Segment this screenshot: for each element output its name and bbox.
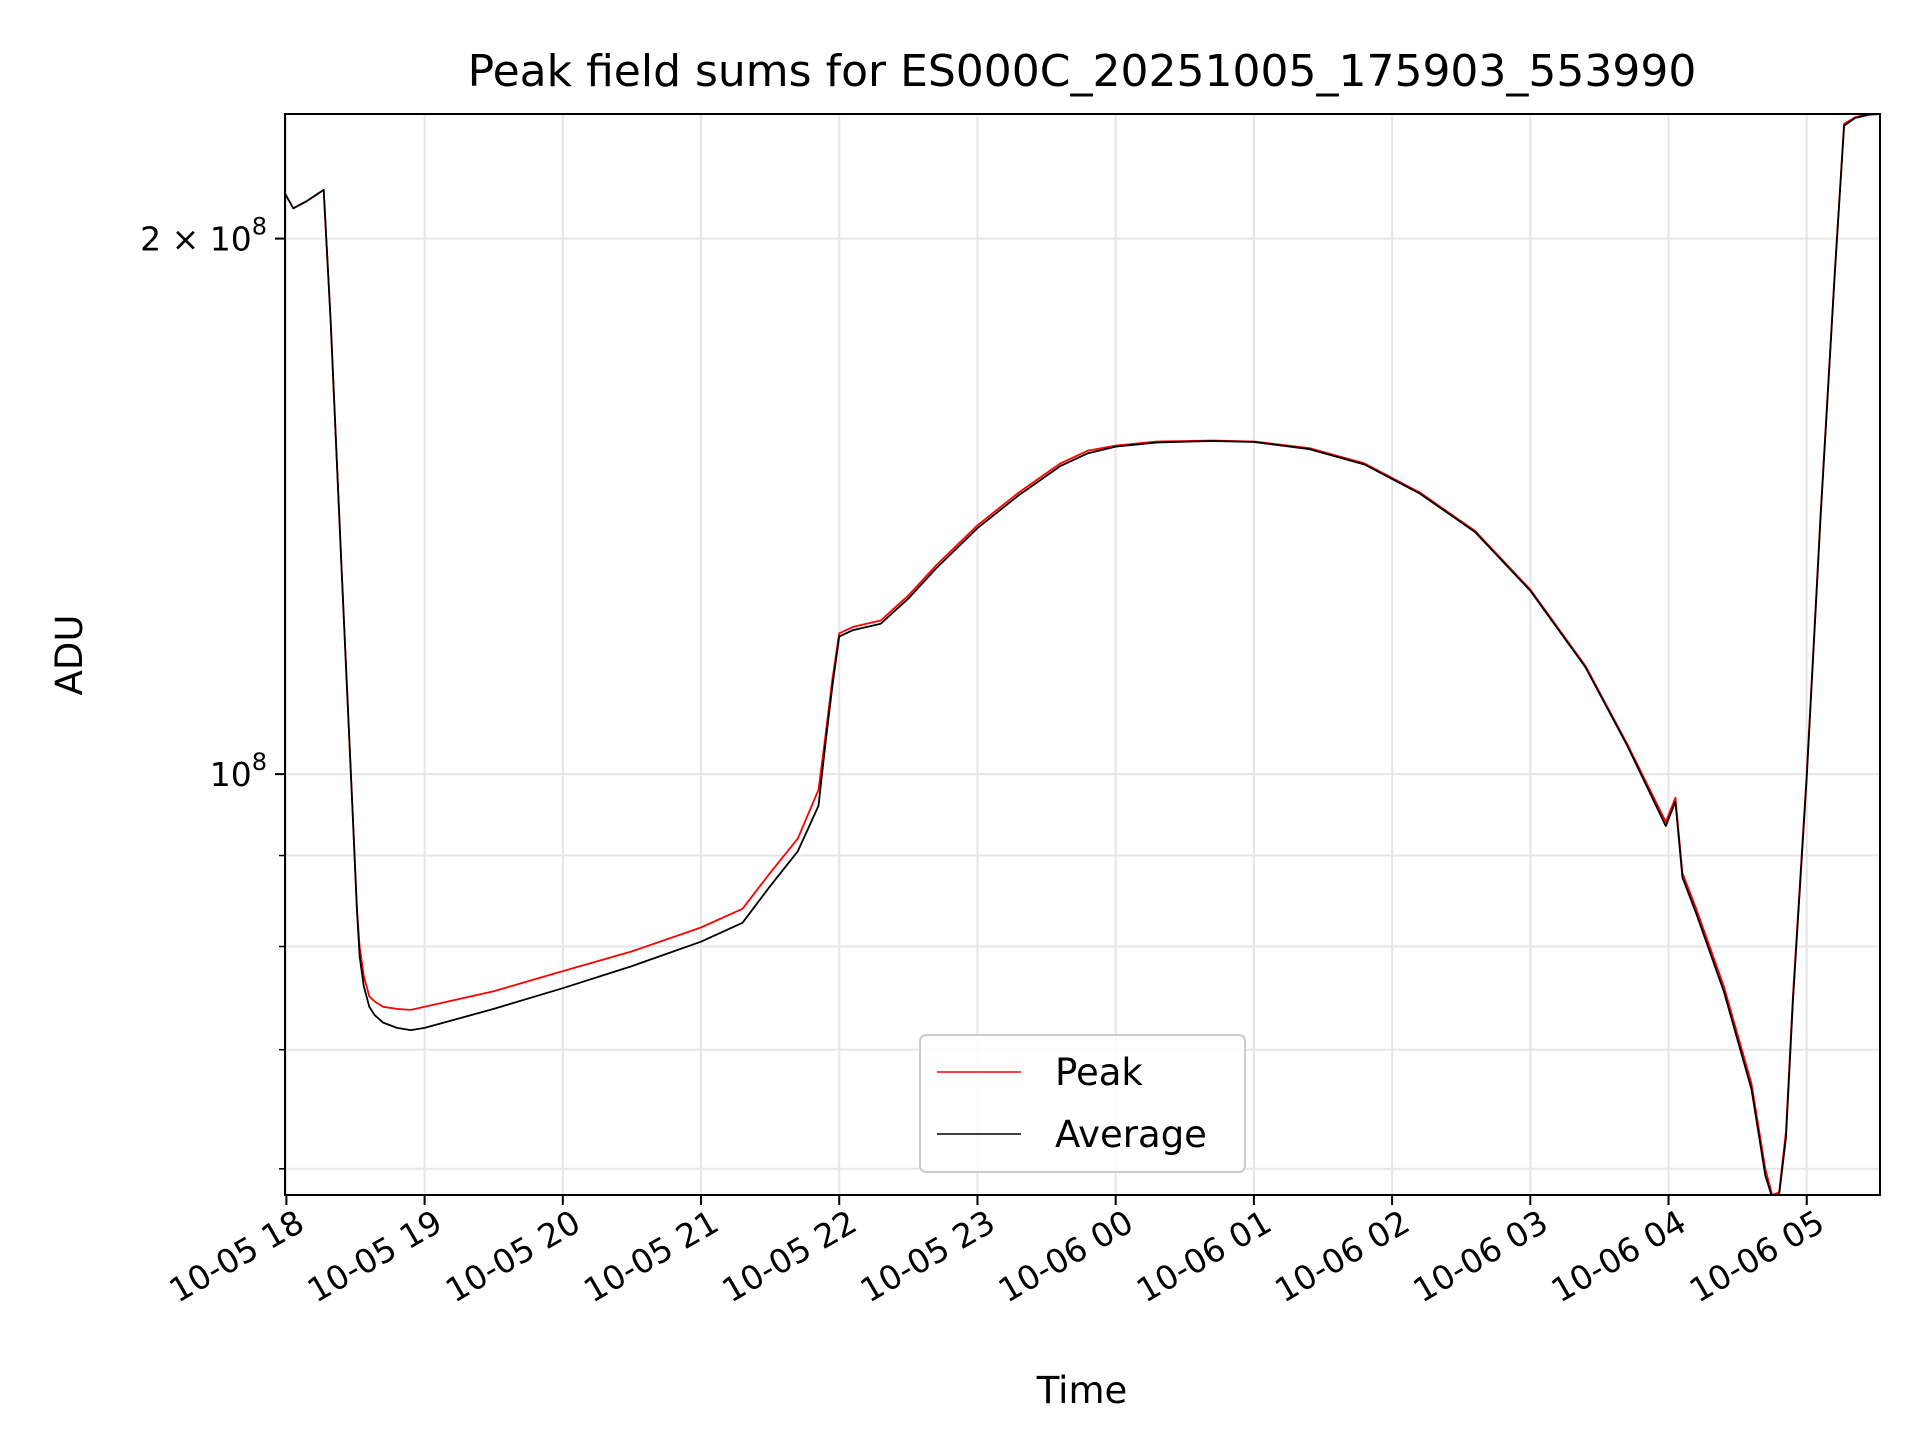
- y-tick-label: 2 × 108: [140, 213, 267, 259]
- series-line-peak: [285, 114, 1880, 1195]
- plot-frame: [284, 113, 1881, 1196]
- legend: Peak Average: [919, 1034, 1246, 1173]
- series-layer: [285, 114, 1880, 1195]
- x-axis-label: Time: [1036, 1369, 1128, 1412]
- legend-label-peak: Peak: [1055, 1051, 1143, 1094]
- legend-box: [919, 1034, 1246, 1173]
- series-line-average: [285, 114, 1880, 1195]
- y-tick-label: 108: [210, 748, 267, 794]
- chart-title: Peak field sums for ES000C_20251005_1759…: [468, 46, 1697, 97]
- y-axis-label: ADU: [48, 615, 91, 696]
- legend-label-average: Average: [1055, 1113, 1207, 1156]
